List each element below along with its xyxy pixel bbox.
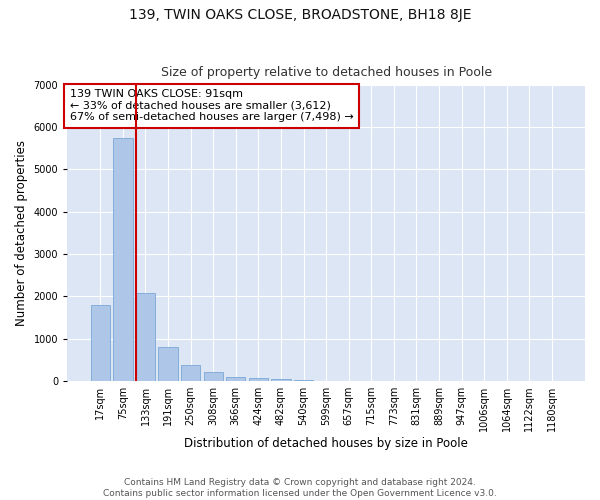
- Bar: [249, 378, 268, 381]
- Bar: [91, 305, 110, 381]
- Bar: [226, 377, 245, 381]
- Bar: [294, 380, 313, 381]
- Y-axis label: Number of detached properties: Number of detached properties: [15, 140, 28, 326]
- Title: Size of property relative to detached houses in Poole: Size of property relative to detached ho…: [161, 66, 491, 80]
- Bar: [113, 138, 133, 381]
- Bar: [136, 294, 155, 381]
- X-axis label: Distribution of detached houses by size in Poole: Distribution of detached houses by size …: [184, 437, 468, 450]
- Bar: [158, 347, 178, 381]
- Text: 139, TWIN OAKS CLOSE, BROADSTONE, BH18 8JE: 139, TWIN OAKS CLOSE, BROADSTONE, BH18 8…: [129, 8, 471, 22]
- Bar: [271, 379, 290, 381]
- Text: 139 TWIN OAKS CLOSE: 91sqm
← 33% of detached houses are smaller (3,612)
67% of s: 139 TWIN OAKS CLOSE: 91sqm ← 33% of deta…: [70, 90, 353, 122]
- Bar: [203, 372, 223, 381]
- Text: Contains HM Land Registry data © Crown copyright and database right 2024.
Contai: Contains HM Land Registry data © Crown c…: [103, 478, 497, 498]
- Bar: [181, 365, 200, 381]
